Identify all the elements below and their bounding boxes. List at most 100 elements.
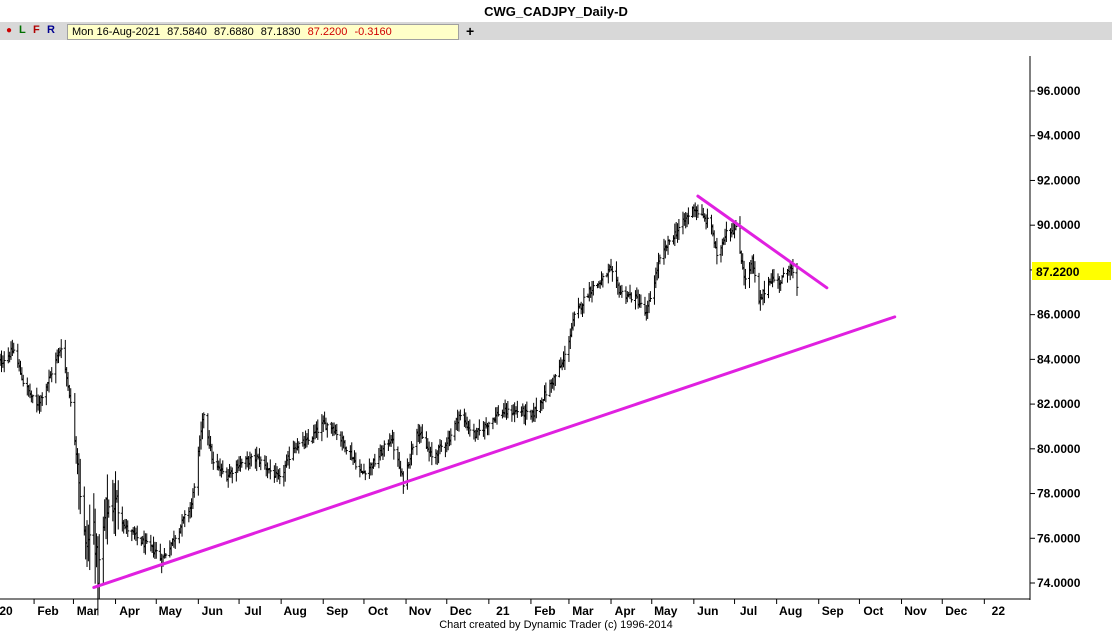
price-bar	[373, 453, 377, 467]
ohlc-info-box: Mon 16-Aug-2021 87.5840 87.6880 87.1830 …	[67, 24, 459, 40]
x-tick-label: Feb	[534, 604, 555, 618]
price-bar	[249, 453, 253, 467]
price-bar	[487, 421, 491, 436]
x-tick-label: Jun	[697, 604, 718, 618]
chart-background	[0, 40, 1112, 632]
add-plus-icon[interactable]: +	[466, 23, 475, 39]
x-tick-label: Sep	[326, 604, 348, 618]
price-bar	[221, 460, 225, 475]
y-tick-label: 92.0000	[1037, 173, 1081, 187]
price-bar	[69, 388, 73, 407]
x-tick-label: May	[159, 604, 183, 618]
y-tick-label: 74.0000	[1037, 576, 1081, 590]
price-bar	[335, 423, 339, 441]
x-tick-label: 21	[496, 604, 510, 618]
price-bar	[629, 292, 633, 303]
price-bar	[97, 534, 101, 600]
resistance-trendline[interactable]	[696, 194, 829, 290]
price-bar	[762, 280, 766, 304]
price-bar	[268, 459, 272, 480]
price-bar	[468, 419, 472, 437]
price-bar	[50, 367, 54, 383]
x-tick-label: Jul	[244, 604, 261, 618]
x-tick-label: Apr	[615, 604, 636, 618]
x-tick-label: Oct	[368, 604, 388, 618]
y-tick-label: 94.0000	[1037, 129, 1081, 143]
x-tick-label: Jun	[202, 604, 223, 618]
toolbar-button-r[interactable]: R	[47, 24, 55, 36]
x-tick-label: Dec	[450, 604, 472, 618]
chart-title-bar: CWG_CADJPY_Daily-D	[0, 0, 1112, 23]
price-bars	[0, 202, 799, 616]
info-close: 87.2200	[307, 26, 348, 38]
price-bar	[696, 204, 700, 218]
price-bar	[392, 431, 396, 460]
info-change: -0.3160	[354, 26, 392, 38]
x-tick-label: Oct	[863, 604, 883, 618]
y-tick-label: 90.0000	[1037, 218, 1081, 232]
x-tick-label: Aug	[779, 604, 802, 618]
price-bar	[525, 401, 529, 420]
x-tick-label: Mar	[77, 604, 99, 618]
price-bar	[795, 263, 799, 296]
trendlines[interactable]	[92, 194, 897, 589]
price-bar	[439, 440, 443, 452]
price-bar	[544, 382, 548, 403]
price-bar	[202, 412, 206, 429]
price-bar	[411, 443, 415, 455]
price-bar	[88, 504, 92, 571]
support-trendline[interactable]	[92, 315, 897, 589]
price-bar	[743, 268, 747, 289]
price-bar	[126, 520, 130, 537]
y-tick-label: 96.0000	[1037, 84, 1081, 98]
price-bar	[278, 468, 282, 485]
price-bar	[639, 294, 643, 308]
x-tick-label: Jul	[740, 604, 757, 618]
price-bar	[420, 424, 424, 439]
price-bar	[183, 510, 187, 528]
x-tick-label: 20	[0, 604, 13, 618]
price-bar	[705, 208, 709, 228]
x-tick-label: Dec	[945, 604, 967, 618]
toolbar-button-l[interactable]: L	[19, 24, 26, 36]
price-bar	[31, 394, 35, 404]
price-bar	[230, 467, 234, 484]
price-bar	[458, 409, 462, 421]
last-price-marker	[1032, 262, 1111, 280]
price-bar	[582, 288, 586, 314]
price-bar	[107, 499, 111, 518]
price-bar	[145, 533, 149, 544]
price-bar	[781, 267, 785, 278]
price-bar	[449, 428, 453, 446]
price-bar	[325, 422, 329, 438]
price-bar	[363, 470, 367, 481]
price-bar	[316, 419, 320, 440]
price-bar	[686, 207, 690, 225]
price-chart[interactable]: 96.000094.000092.000090.000088.000086.00…	[0, 40, 1112, 632]
price-bar	[297, 441, 301, 454]
price-bar	[344, 446, 348, 455]
price-bar	[40, 392, 44, 406]
price-bar	[164, 553, 168, 559]
info-low: 87.1830	[260, 26, 301, 38]
price-bar	[506, 401, 510, 419]
status-dot-icon: ●	[6, 25, 13, 36]
toolbar: ● L F R Mon 16-Aug-2021 87.5840 87.6880 …	[0, 22, 1112, 41]
price-bar	[553, 373, 557, 386]
y-tick-label: 78.0000	[1037, 487, 1081, 501]
price-bar	[306, 429, 310, 445]
price-bar	[601, 273, 605, 288]
price-bar	[724, 221, 728, 242]
x-tick-label: Aug	[283, 604, 306, 618]
x-axis: 20 Feb Mar Apr May Jun Jul Aug Sep Oct Nov Dec 21 Feb…	[0, 599, 1005, 618]
price-bar	[515, 400, 519, 418]
price-bar	[2, 351, 6, 373]
price-bar	[173, 535, 177, 549]
footer-credit: Chart created by Dynamic Trader (c) 1996…	[439, 619, 673, 631]
price-bar	[382, 440, 386, 457]
toolbar-button-f[interactable]: F	[33, 24, 40, 36]
x-tick-label: 22	[992, 604, 1006, 618]
price-bar	[287, 446, 291, 469]
price-bar	[677, 218, 681, 240]
price-bar	[534, 397, 538, 419]
